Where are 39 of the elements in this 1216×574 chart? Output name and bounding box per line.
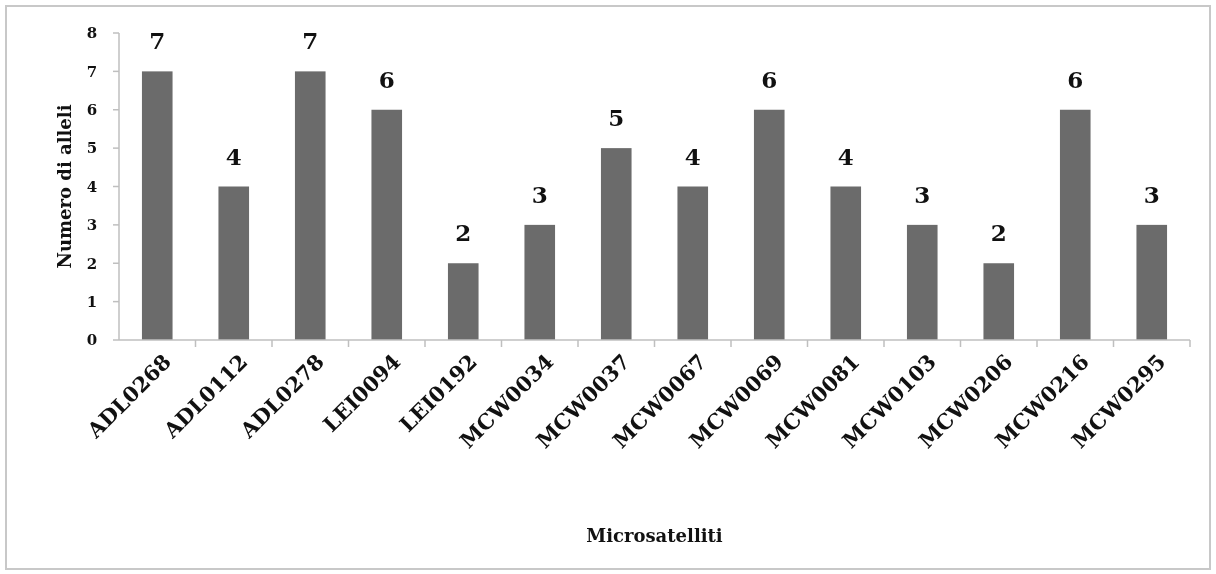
data-label: 6 xyxy=(1067,65,1084,93)
y-tick-label: 1 xyxy=(86,292,98,311)
y-tick-label: 8 xyxy=(86,24,98,43)
data-label: 3 xyxy=(531,180,548,208)
bar xyxy=(600,148,632,340)
bar xyxy=(141,71,173,340)
y-tick-label: 0 xyxy=(86,331,98,350)
data-label: 3 xyxy=(914,180,931,208)
y-tick-label: 4 xyxy=(86,177,98,196)
data-label: 7 xyxy=(302,27,319,55)
bar xyxy=(371,109,403,340)
bar xyxy=(753,109,785,340)
bar xyxy=(1136,224,1168,340)
data-label: 6 xyxy=(761,65,778,93)
bar xyxy=(218,186,250,340)
data-label: 2 xyxy=(455,219,472,247)
y-axis-title: Numero di alleli xyxy=(54,104,75,269)
bar xyxy=(906,224,938,340)
y-tick-label: 6 xyxy=(86,101,98,119)
data-label: 4 xyxy=(225,142,242,170)
bar xyxy=(983,263,1015,340)
bar xyxy=(830,186,862,340)
data-label: 2 xyxy=(990,219,1007,247)
data-label: 5 xyxy=(608,104,625,132)
data-label: 6 xyxy=(378,65,395,93)
y-tick-label: 3 xyxy=(86,216,98,235)
bar xyxy=(447,263,479,340)
y-tick-label: 7 xyxy=(86,62,98,81)
data-label: 4 xyxy=(684,142,701,170)
y-tick-label: 2 xyxy=(86,254,98,273)
x-axis-title: Microsatelliti xyxy=(586,525,723,546)
bar xyxy=(677,186,709,340)
data-label: 3 xyxy=(1143,180,1160,208)
bar xyxy=(294,71,326,340)
bar xyxy=(1059,109,1091,340)
data-label: 4 xyxy=(837,142,854,170)
y-tick-label: 5 xyxy=(86,139,98,158)
bar xyxy=(524,224,556,340)
data-label: 7 xyxy=(149,27,166,55)
